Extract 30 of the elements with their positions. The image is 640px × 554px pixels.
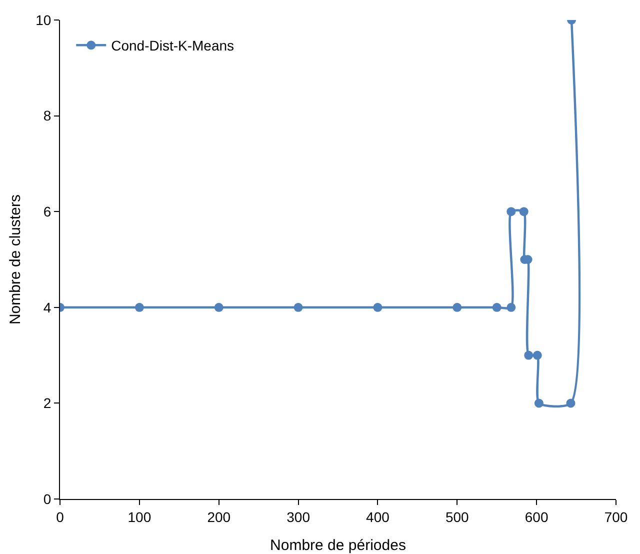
y-tick-label: 4	[43, 299, 52, 316]
y-axis-title: Nombre de clusters	[7, 194, 24, 325]
point	[134, 302, 144, 312]
point	[294, 302, 303, 312]
x-tick-label: 200	[207, 508, 231, 525]
x-tick-label: 100	[128, 508, 152, 525]
point	[373, 302, 382, 312]
point	[214, 302, 224, 312]
x-axis-title: Nombre de périodes	[270, 537, 406, 554]
point	[566, 398, 576, 408]
x-tick-label: 500	[445, 508, 470, 525]
legend-label: Cond-Dist-K-Means	[111, 38, 234, 54]
point	[524, 350, 534, 360]
point	[506, 207, 516, 216]
y-tick-label: 0	[43, 490, 52, 507]
x-tick-label: 600	[524, 508, 548, 525]
x-tick-label: 0	[56, 508, 64, 525]
y-tick-label: 10	[36, 12, 52, 28]
point	[532, 350, 542, 360]
x-tick-label: 400	[366, 508, 390, 525]
point	[534, 398, 544, 408]
x-tick-label: 300	[286, 508, 310, 525]
y-tick-label: 2	[43, 395, 52, 412]
point	[492, 302, 502, 312]
point	[452, 302, 462, 312]
y-tick-label: 6	[43, 204, 52, 220]
point	[519, 207, 528, 216]
x-tick-label: 700	[604, 508, 628, 525]
point	[506, 302, 516, 312]
y-tick-label: 8	[43, 108, 52, 124]
